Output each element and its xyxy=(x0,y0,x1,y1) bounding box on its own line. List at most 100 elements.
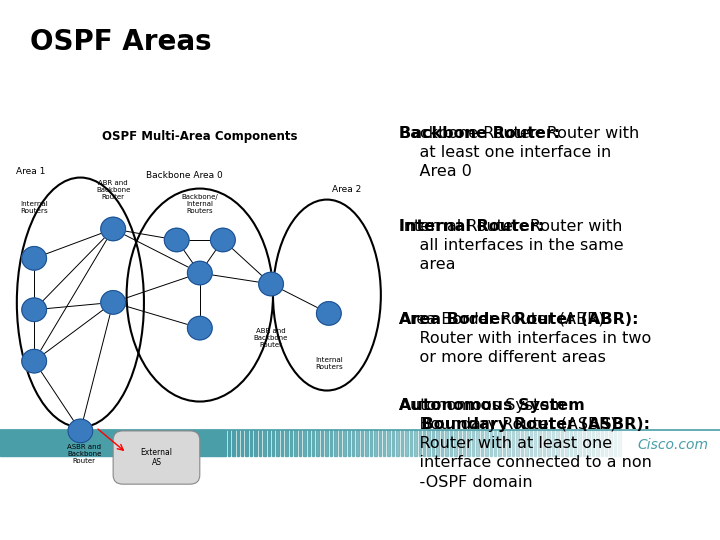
Bar xyxy=(276,430,279,456)
Bar xyxy=(338,430,341,456)
Circle shape xyxy=(101,217,125,241)
Bar xyxy=(547,430,550,456)
Bar xyxy=(428,430,430,456)
FancyBboxPatch shape xyxy=(113,431,199,484)
Circle shape xyxy=(187,316,212,340)
Text: Internal Router:: Internal Router: xyxy=(399,219,544,234)
Circle shape xyxy=(187,261,212,285)
Text: Internal Router: Router with
    all interfaces in the same
    area: Internal Router: Router with all interfa… xyxy=(399,219,624,272)
Text: External
AS: External AS xyxy=(140,448,173,468)
Text: ABR and
Backbone
Router: ABR and Backbone Router xyxy=(96,180,130,200)
Bar xyxy=(352,430,354,456)
Bar xyxy=(392,430,395,456)
Bar xyxy=(307,430,310,456)
Text: Area 1: Area 1 xyxy=(16,167,45,176)
Bar xyxy=(383,430,385,456)
Bar xyxy=(609,430,612,456)
Text: OSPF Areas: OSPF Areas xyxy=(30,28,212,56)
Bar xyxy=(596,430,598,456)
Bar xyxy=(539,430,541,456)
Text: Area 2: Area 2 xyxy=(331,185,361,194)
Circle shape xyxy=(22,298,47,321)
Circle shape xyxy=(22,349,47,373)
Bar xyxy=(228,430,230,456)
Bar xyxy=(508,430,510,456)
Text: Area Border Router (ABR):
    Router with interfaces in two
    or more differen: Area Border Router (ABR): Router with in… xyxy=(399,312,651,365)
Bar xyxy=(361,430,364,456)
Bar xyxy=(490,430,492,456)
Bar xyxy=(543,430,545,456)
Bar xyxy=(574,430,577,456)
Bar xyxy=(600,430,603,456)
Bar xyxy=(521,430,523,456)
Bar xyxy=(503,430,505,456)
Bar xyxy=(459,430,461,456)
Circle shape xyxy=(68,419,93,443)
Bar xyxy=(303,430,305,456)
Circle shape xyxy=(317,302,341,325)
Bar xyxy=(405,430,408,456)
Text: Autonomous System
    Boundary Router (ASBR):: Autonomous System Boundary Router (ASBR)… xyxy=(399,398,650,432)
Text: Backbone/
Internal
Routers: Backbone/ Internal Routers xyxy=(181,194,218,214)
Bar xyxy=(529,430,532,456)
Bar xyxy=(578,430,581,456)
Text: Backbone Area 0: Backbone Area 0 xyxy=(146,171,222,180)
Bar xyxy=(401,430,403,456)
Bar xyxy=(264,430,266,456)
Bar xyxy=(441,430,444,456)
Bar xyxy=(588,430,590,456)
Bar xyxy=(370,430,372,456)
Bar xyxy=(396,430,399,456)
Bar xyxy=(418,430,421,456)
Text: Backbone Router:: Backbone Router: xyxy=(399,126,560,141)
Bar xyxy=(449,430,452,456)
Bar xyxy=(477,430,479,456)
Text: Internal
Routers: Internal Routers xyxy=(315,357,343,370)
Circle shape xyxy=(22,247,47,270)
Bar xyxy=(467,430,470,456)
Bar xyxy=(423,430,426,456)
Bar xyxy=(432,430,434,456)
Text: Internal
Routers: Internal Routers xyxy=(20,201,48,214)
Text: Cisco.com: Cisco.com xyxy=(637,437,708,451)
Bar xyxy=(356,430,359,456)
Bar xyxy=(258,430,261,456)
Bar xyxy=(387,430,390,456)
Bar xyxy=(618,430,621,456)
Bar xyxy=(472,430,474,456)
Bar xyxy=(285,430,288,456)
Bar xyxy=(525,430,528,456)
Bar xyxy=(272,430,274,456)
Bar xyxy=(410,430,412,456)
Bar xyxy=(516,430,518,456)
Bar xyxy=(348,430,350,456)
Bar xyxy=(565,430,567,456)
Bar xyxy=(268,430,270,456)
Bar xyxy=(250,430,252,456)
Circle shape xyxy=(164,228,189,252)
Bar xyxy=(0,430,223,456)
Bar xyxy=(223,430,225,456)
Bar xyxy=(556,430,559,456)
Bar xyxy=(445,430,448,456)
Bar xyxy=(374,430,377,456)
Circle shape xyxy=(210,228,235,252)
Bar xyxy=(379,430,381,456)
Bar xyxy=(365,430,368,456)
Bar xyxy=(325,430,328,456)
Text: OSPF Multi-Area Components: OSPF Multi-Area Components xyxy=(102,130,297,143)
Bar xyxy=(534,430,536,456)
Bar xyxy=(236,430,239,456)
Bar xyxy=(343,430,346,456)
Bar xyxy=(281,430,284,456)
Bar xyxy=(614,430,616,456)
Bar xyxy=(312,430,315,456)
Bar xyxy=(570,430,572,456)
Text: ASBR and
Backbone
Router: ASBR and Backbone Router xyxy=(67,444,102,464)
Bar xyxy=(414,430,417,456)
Bar xyxy=(334,430,337,456)
Bar xyxy=(246,430,248,456)
Bar xyxy=(561,430,563,456)
Bar xyxy=(454,430,456,456)
Bar xyxy=(294,430,297,456)
